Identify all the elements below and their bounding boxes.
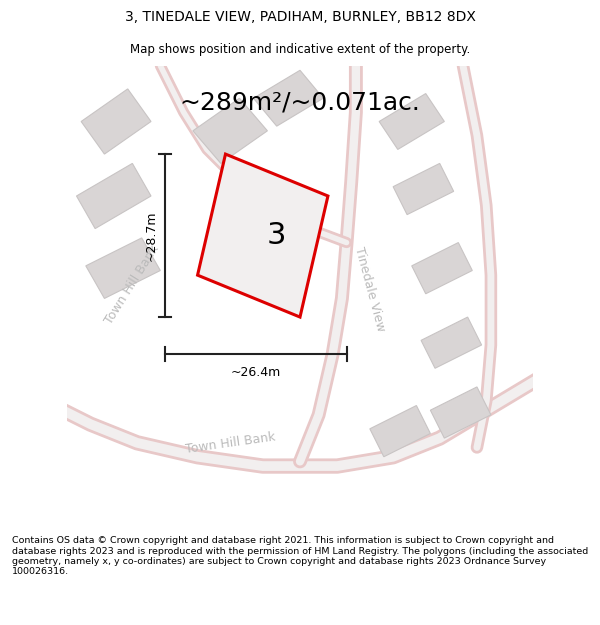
- Polygon shape: [412, 242, 472, 294]
- Text: Town Hill Bank: Town Hill Bank: [184, 430, 276, 456]
- Polygon shape: [393, 163, 454, 214]
- Text: 3: 3: [267, 221, 286, 250]
- Text: ~289m²/~0.071ac.: ~289m²/~0.071ac.: [179, 91, 421, 115]
- Polygon shape: [197, 154, 328, 317]
- Polygon shape: [421, 317, 482, 368]
- Polygon shape: [81, 89, 151, 154]
- Polygon shape: [86, 238, 160, 298]
- Polygon shape: [253, 70, 323, 126]
- Text: Map shows position and indicative extent of the property.: Map shows position and indicative extent…: [130, 42, 470, 56]
- Polygon shape: [76, 163, 151, 229]
- Text: ~26.4m: ~26.4m: [230, 366, 281, 379]
- Text: Town Hill Bank: Town Hill Bank: [103, 242, 162, 326]
- Polygon shape: [430, 387, 491, 438]
- Polygon shape: [193, 98, 268, 163]
- Text: Contains OS data © Crown copyright and database right 2021. This information is : Contains OS data © Crown copyright and d…: [12, 536, 588, 576]
- Polygon shape: [379, 94, 445, 149]
- Text: 3, TINEDALE VIEW, PADIHAM, BURNLEY, BB12 8DX: 3, TINEDALE VIEW, PADIHAM, BURNLEY, BB12…: [125, 10, 475, 24]
- Text: ~28.7m: ~28.7m: [145, 211, 158, 261]
- Text: Tinedale View: Tinedale View: [352, 245, 388, 333]
- Polygon shape: [370, 406, 430, 457]
